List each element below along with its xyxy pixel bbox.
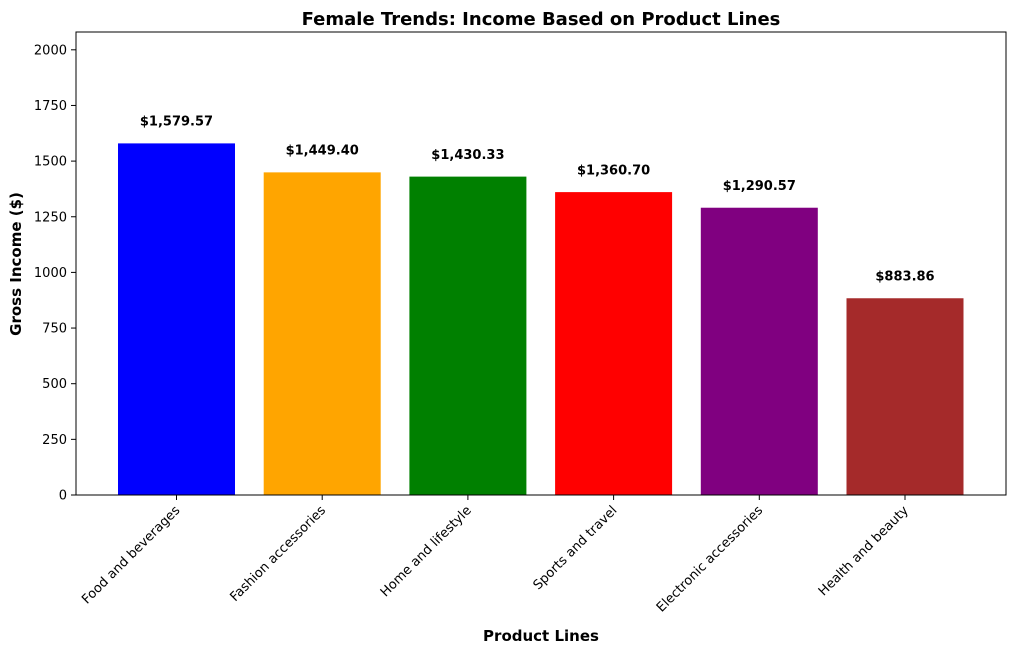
y-tick-label: 250	[42, 433, 67, 448]
plot-frame	[75, 31, 1007, 496]
bar-value-label: $1,449.40	[286, 144, 359, 159]
bar-fashion-accessories	[263, 172, 381, 495]
y-tick-label: 1750	[34, 99, 67, 114]
bar-electronic-accessories	[700, 207, 818, 496]
x-tick-label: Fashion accessories	[227, 503, 329, 605]
y-tick-label: 1250	[34, 210, 67, 225]
bar-value-label: $883.86	[875, 269, 934, 284]
x-axis: Food and beverages Fashion accessories Hom…	[79, 495, 912, 615]
y-tick-label: 1500	[34, 155, 67, 170]
y-axis: 0 250 500 750 1000 1250 1500 1750 2000	[34, 43, 76, 504]
y-tick-label: 750	[42, 322, 67, 337]
y-tick-label: 2000	[34, 43, 67, 58]
bar-health-and-beauty	[846, 298, 964, 495]
bar-value-label: $1,579.57	[140, 115, 213, 130]
bar-sports-and-travel	[555, 192, 673, 496]
bar-food-and-beverages	[118, 143, 235, 495]
bar-value-label: $1,290.57	[723, 179, 796, 194]
chart-title: Female Trends: Income Based on Product L…	[302, 9, 781, 30]
bar-value-labels: $1,579.57 $1,449.40 $1,430.33 $1,360.70 $1,2…	[140, 115, 935, 285]
x-tick-label: Home and lifestyle	[378, 503, 475, 600]
bar-value-label: $1,430.33	[431, 148, 504, 163]
bar-home-and-lifestyle	[409, 176, 527, 495]
x-tick-label: Food and beverages	[79, 503, 183, 607]
x-tick-label: Health and beauty	[816, 503, 912, 599]
y-tick-label: 0	[59, 489, 67, 504]
y-tick-label: 500	[42, 377, 67, 392]
y-tick-label: 1000	[34, 266, 67, 281]
y-axis-title: Gross Income ($)	[7, 192, 25, 336]
bar-value-label: $1,360.70	[577, 163, 650, 178]
bars	[118, 143, 964, 496]
x-axis-title: Product Lines	[483, 627, 599, 645]
x-tick-label: Electronic accessories	[654, 503, 766, 615]
x-tick-label: Sports and travel	[531, 503, 621, 593]
